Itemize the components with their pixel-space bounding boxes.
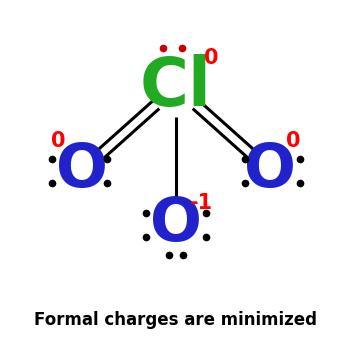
Text: Formal charges are minimized: Formal charges are minimized <box>34 311 318 329</box>
Text: 0: 0 <box>287 131 301 151</box>
Text: O: O <box>244 142 296 200</box>
Text: O: O <box>56 142 108 200</box>
Text: Cl: Cl <box>140 54 212 120</box>
Text: O: O <box>150 195 202 254</box>
Text: 0: 0 <box>51 131 65 151</box>
Text: 0: 0 <box>204 48 219 68</box>
Text: -1: -1 <box>190 193 213 213</box>
